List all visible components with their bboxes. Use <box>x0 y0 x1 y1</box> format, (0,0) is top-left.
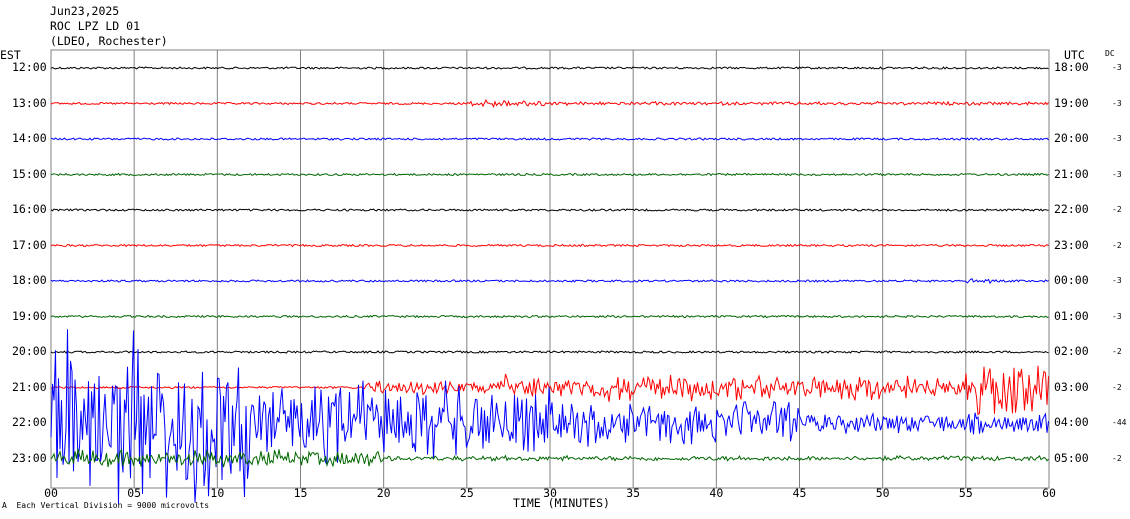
x-tick-label: 50 <box>876 486 890 500</box>
utc-label: 21:00 <box>1054 166 1089 181</box>
dc-value: -2 <box>1112 205 1122 214</box>
est-label: 14:00 <box>12 131 47 145</box>
right-axis-title: UTC <box>1064 48 1085 62</box>
est-label: 15:00 <box>12 166 47 181</box>
dc-value: -3 <box>1112 63 1122 72</box>
utc-label: 02:00 <box>1054 344 1089 358</box>
x-tick-label: 15 <box>294 486 308 500</box>
x-axis-label: TIME (MINUTES) <box>513 496 610 510</box>
network-name: (LDEO, Rochester) <box>50 34 168 48</box>
x-tick-label: 45 <box>793 486 807 500</box>
trace-2200 <box>50 208 1049 212</box>
trace-2100 <box>50 172 1049 177</box>
est-label: 17:00 <box>12 237 47 252</box>
dc-title: DC <box>1105 49 1115 58</box>
x-tick-label: 40 <box>709 486 723 500</box>
trace-2000 <box>50 137 1049 141</box>
dc-value: -2 <box>1112 347 1122 356</box>
x-tick-label: 05 <box>127 486 141 500</box>
utc-label: 05:00 <box>1054 450 1089 465</box>
est-label: 21:00 <box>12 379 47 394</box>
chart-date: Jun23,2025 <box>50 4 120 18</box>
trace-2300 <box>50 243 1049 248</box>
utc-label: 22:00 <box>1054 202 1089 216</box>
est-label: 16:00 <box>12 202 47 216</box>
x-tick-label: 30 <box>543 486 557 500</box>
x-tick-label: 35 <box>626 486 640 500</box>
dc-value: -44 <box>1112 418 1127 427</box>
left-axis-title: EST <box>0 48 21 62</box>
est-label: 22:00 <box>12 415 47 429</box>
footnote-text: Each Vertical Division = 9000 microvolts <box>16 501 210 510</box>
trace-0400 <box>50 329 1049 505</box>
dc-value: -3 <box>1112 134 1122 143</box>
trace-1900 <box>50 98 1049 109</box>
est-label: 12:00 <box>12 60 47 74</box>
x-tick-label: 55 <box>959 486 973 500</box>
x-tick-label: 20 <box>377 486 391 500</box>
x-tick-label: 25 <box>460 486 474 500</box>
utc-label: 20:00 <box>1054 131 1089 145</box>
est-label: 19:00 <box>12 308 47 323</box>
station-name: ROC LPZ LD 01 <box>50 19 141 33</box>
footnote: A Each Vertical Division = 9000 microvol… <box>2 501 209 510</box>
dc-value: -3 <box>1112 276 1122 285</box>
dc-value: -2 <box>1112 240 1122 250</box>
est-label: 13:00 <box>12 95 47 110</box>
utc-label: 04:00 <box>1054 415 1089 429</box>
dc-value: -2 <box>1112 453 1122 463</box>
utc-label: 18:00 <box>1054 60 1089 74</box>
utc-label: 23:00 <box>1054 237 1089 252</box>
est-label: 23:00 <box>12 450 47 465</box>
footnote-marker: A <box>2 501 7 510</box>
trace-0500 <box>50 448 1049 468</box>
dc-value: -3 <box>1112 311 1122 321</box>
utc-label: 01:00 <box>1054 308 1089 323</box>
est-label: 20:00 <box>12 344 47 358</box>
utc-label: 19:00 <box>1054 95 1089 110</box>
x-tick-label: 10 <box>210 486 224 500</box>
trace-0100 <box>50 314 1049 319</box>
x-tick-label: 60 <box>1042 486 1056 500</box>
utc-label: 03:00 <box>1054 379 1089 394</box>
trace-0000 <box>50 278 1049 285</box>
est-label: 18:00 <box>12 273 47 287</box>
dc-value: -3 <box>1112 169 1122 179</box>
trace-0200 <box>50 350 1049 354</box>
dc-value: -3 <box>1112 98 1122 108</box>
trace-1800 <box>50 66 1049 70</box>
dc-value: -2 <box>1112 382 1122 392</box>
utc-label: 00:00 <box>1054 273 1089 287</box>
x-tick-label: 00 <box>44 486 58 500</box>
